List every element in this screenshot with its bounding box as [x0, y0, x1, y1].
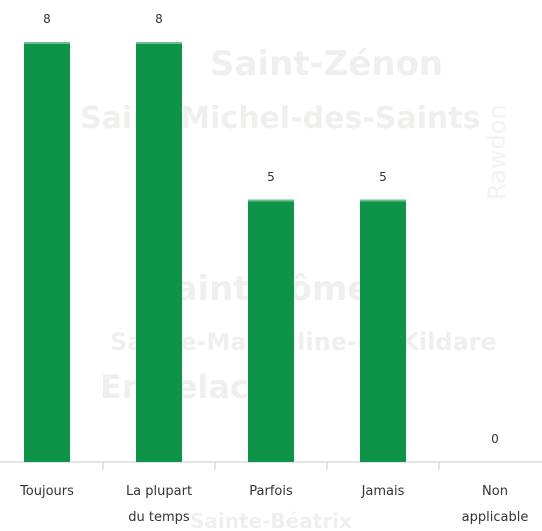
- value-label: 5: [379, 169, 387, 184]
- x-tick-label: Non applicable: [461, 484, 529, 525]
- x-tick-label: Jamais: [361, 484, 405, 499]
- bar: [24, 42, 70, 462]
- value-label: 5: [267, 169, 275, 184]
- bar: [360, 199, 406, 462]
- value-label: 8: [43, 12, 51, 26]
- watermark: Rawdon: [483, 104, 511, 200]
- x-tick-label: Toujours: [20, 484, 74, 499]
- bar-highlight: [136, 42, 182, 44]
- bar: [248, 199, 294, 462]
- bar-highlight: [360, 199, 406, 202]
- bar: [136, 42, 182, 462]
- x-tick-label: Parfois: [249, 484, 293, 499]
- value-label: 8: [155, 12, 163, 26]
- watermark: Sainte-Béatrix: [190, 509, 352, 531]
- watermark: Entrelacs: [100, 368, 268, 406]
- watermark: Saint-Zénon: [210, 44, 443, 84]
- bar-highlight: [248, 199, 294, 202]
- value-label: 0: [491, 432, 499, 446]
- bar-highlight: [24, 42, 70, 44]
- x-tick-label: La plupart du temps: [125, 484, 193, 525]
